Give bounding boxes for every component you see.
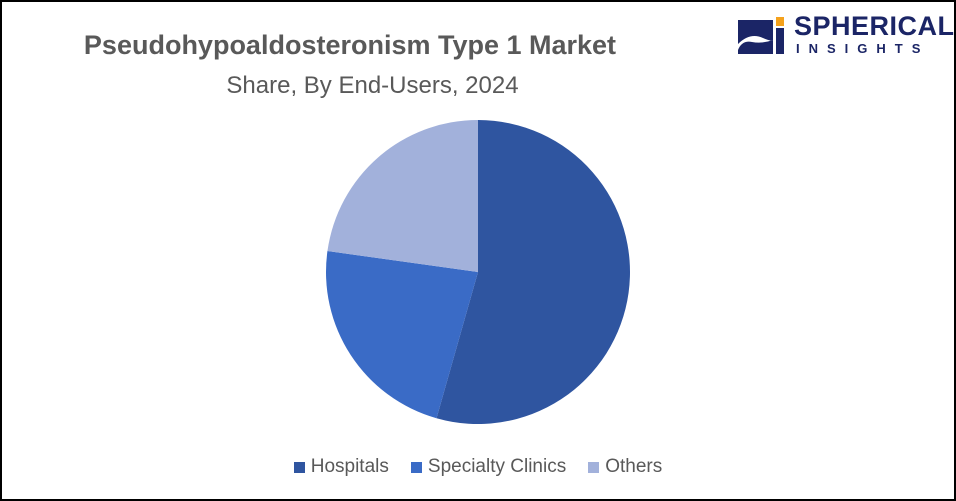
- spherical-insights-logo: SPHERICAL INSIGHTS: [738, 11, 954, 61]
- legend-swatch: [410, 461, 422, 473]
- pie-slice-hospitals: [436, 120, 631, 425]
- logo-mark-icon: [738, 17, 784, 54]
- legend-item-specialty-clinics: Specialty Clinics: [410, 456, 567, 478]
- logo-text-spherical: SPHERICAL: [794, 11, 955, 41]
- legend-item-others: Others: [588, 456, 662, 478]
- logo-text-insights: INSIGHTS: [796, 41, 930, 56]
- legend-swatch: [293, 461, 305, 473]
- legend: Hospitals Specialty Clinics Others: [0, 456, 956, 478]
- legend-label: Specialty Clinics: [427, 456, 567, 477]
- chart-title: Pseudohypoaldosteronism Type 1 Market: [83, 30, 617, 60]
- pie-slice-others: [327, 120, 478, 272]
- pie-slice-specialty-clinics: [326, 251, 478, 419]
- legend-label: Others: [605, 456, 663, 477]
- legend-item-hospitals: Hospitals: [293, 456, 389, 478]
- legend-label: Hospitals: [310, 456, 389, 477]
- chart-subtitle: Share, By End-Users, 2024: [226, 72, 519, 99]
- legend-swatch: [588, 461, 600, 473]
